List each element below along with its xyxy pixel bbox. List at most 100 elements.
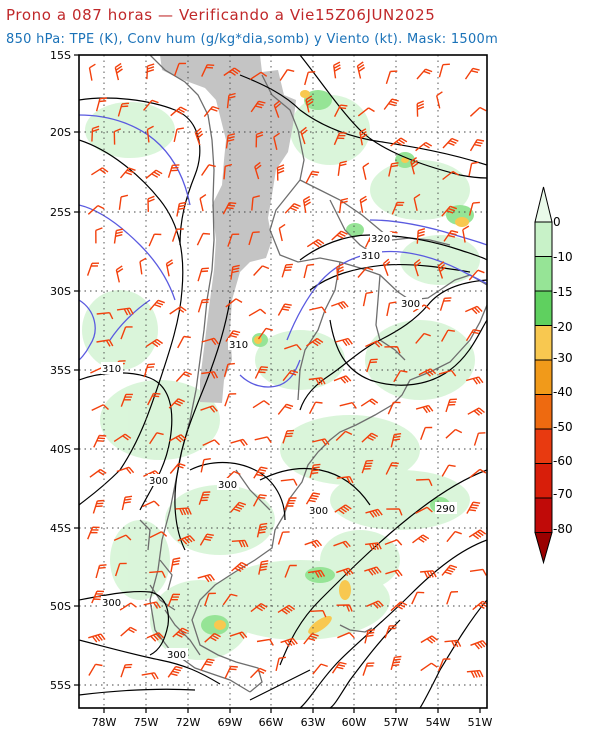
wind-barb (201, 337, 219, 346)
lon-label: 54W (426, 716, 451, 729)
lon-label: 66W (259, 716, 284, 729)
wind-barb (175, 371, 192, 382)
wind-barb (383, 98, 399, 110)
wind-barb (277, 303, 292, 316)
grid (79, 55, 487, 708)
colorbar (534, 186, 553, 565)
axis-ticks (74, 54, 481, 713)
wind-barb (415, 506, 433, 514)
wind-barb (336, 604, 353, 612)
wind-barb (147, 392, 161, 406)
wind-barb (418, 368, 437, 377)
wind-barb (199, 194, 207, 212)
colorbar-label: -10 (553, 250, 573, 264)
wind-barb (91, 167, 109, 176)
wind-barb (149, 299, 165, 311)
wind-barb (336, 567, 354, 576)
contour-label: 310 (361, 251, 380, 262)
wind-barb (280, 637, 298, 647)
wind-barb (470, 640, 487, 650)
chart-title: Prono a 087 horas — Verificando a Vie15Z… (6, 6, 436, 24)
colorbar-segment (534, 256, 553, 292)
wind-barb (410, 157, 419, 175)
wind-barb (88, 663, 103, 676)
wind-barb (445, 428, 463, 439)
wind-barb (388, 162, 399, 177)
contour-label: 300 (102, 598, 121, 609)
wind-barb (194, 127, 204, 146)
wind-barb (338, 197, 349, 214)
wind-barb (420, 635, 438, 644)
colorbar-label: 0 (553, 215, 561, 229)
lat-label: 45S (50, 522, 71, 535)
wind-barb (440, 329, 456, 342)
wind-barb (416, 68, 433, 80)
lon-label: 51W (468, 716, 493, 729)
colorbar-label: -40 (553, 385, 573, 399)
contour-label: 300 (309, 506, 328, 517)
wind-barb (229, 631, 248, 639)
colorbar-label: -60 (553, 454, 573, 468)
wind-barbs (86, 61, 487, 680)
wind-barb (446, 530, 462, 543)
wind-barb (364, 629, 375, 644)
wind-barb (279, 69, 295, 81)
wind-barb (333, 540, 351, 549)
wind-barb (411, 591, 425, 605)
lon-label: 60W (342, 716, 367, 729)
wind-barb (139, 257, 147, 275)
wind-barb (357, 107, 375, 117)
wind-barb (197, 573, 215, 583)
wind-barb (469, 468, 487, 479)
wind-barb (222, 202, 237, 215)
wind-barb (278, 223, 286, 242)
wind-barb (230, 264, 240, 280)
wind-barb (120, 326, 133, 340)
wind-barb (412, 534, 430, 544)
lat-label: 25S (50, 206, 71, 219)
wind-barb (230, 438, 248, 447)
wind-barb (143, 601, 161, 609)
wind-barb (255, 131, 264, 148)
wind-barb (230, 501, 247, 513)
wind-barb (466, 501, 481, 514)
lon-label: 72W (176, 716, 201, 729)
colorbar-label: -15 (553, 285, 573, 299)
wind-barb (386, 301, 397, 317)
colorbar-labels: 0 -10 -15 -20 -30 -40 -50 -60 -70 -80 (553, 215, 573, 536)
wind-barb (250, 602, 268, 613)
wind-barb (384, 539, 403, 546)
contour-label: 300 (218, 480, 237, 491)
wind-barb (113, 534, 132, 542)
wind-barb (169, 434, 187, 443)
wind-barb (304, 71, 316, 86)
lat-label: 15S (50, 49, 71, 62)
wind-barb (257, 327, 273, 340)
wind-barb (114, 562, 127, 577)
lat-label: 50S (50, 600, 71, 613)
wind-barb (282, 369, 299, 382)
wind-barb (365, 340, 383, 348)
wind-barb (385, 462, 399, 475)
wind-barb (120, 663, 133, 678)
wind-barb (201, 64, 215, 77)
wind-barb (143, 470, 161, 479)
wind-barb (200, 405, 218, 413)
wind-barb (284, 564, 297, 578)
wind-barb (253, 466, 268, 479)
wind-barb (87, 526, 100, 540)
wind-barb (366, 358, 378, 373)
wind-barb (306, 337, 324, 347)
wind-barb (310, 610, 327, 618)
wind-barb (167, 665, 183, 678)
wind-barb (416, 228, 426, 244)
wind-barb (91, 404, 109, 412)
wind-barb (334, 504, 352, 515)
wind-barb (116, 466, 135, 475)
wind-barb (281, 263, 293, 278)
wind-barb (149, 531, 168, 539)
wind-barb (300, 126, 308, 145)
wind-barb (173, 127, 185, 143)
wind-barb (87, 204, 105, 215)
wind-barb (365, 542, 382, 551)
